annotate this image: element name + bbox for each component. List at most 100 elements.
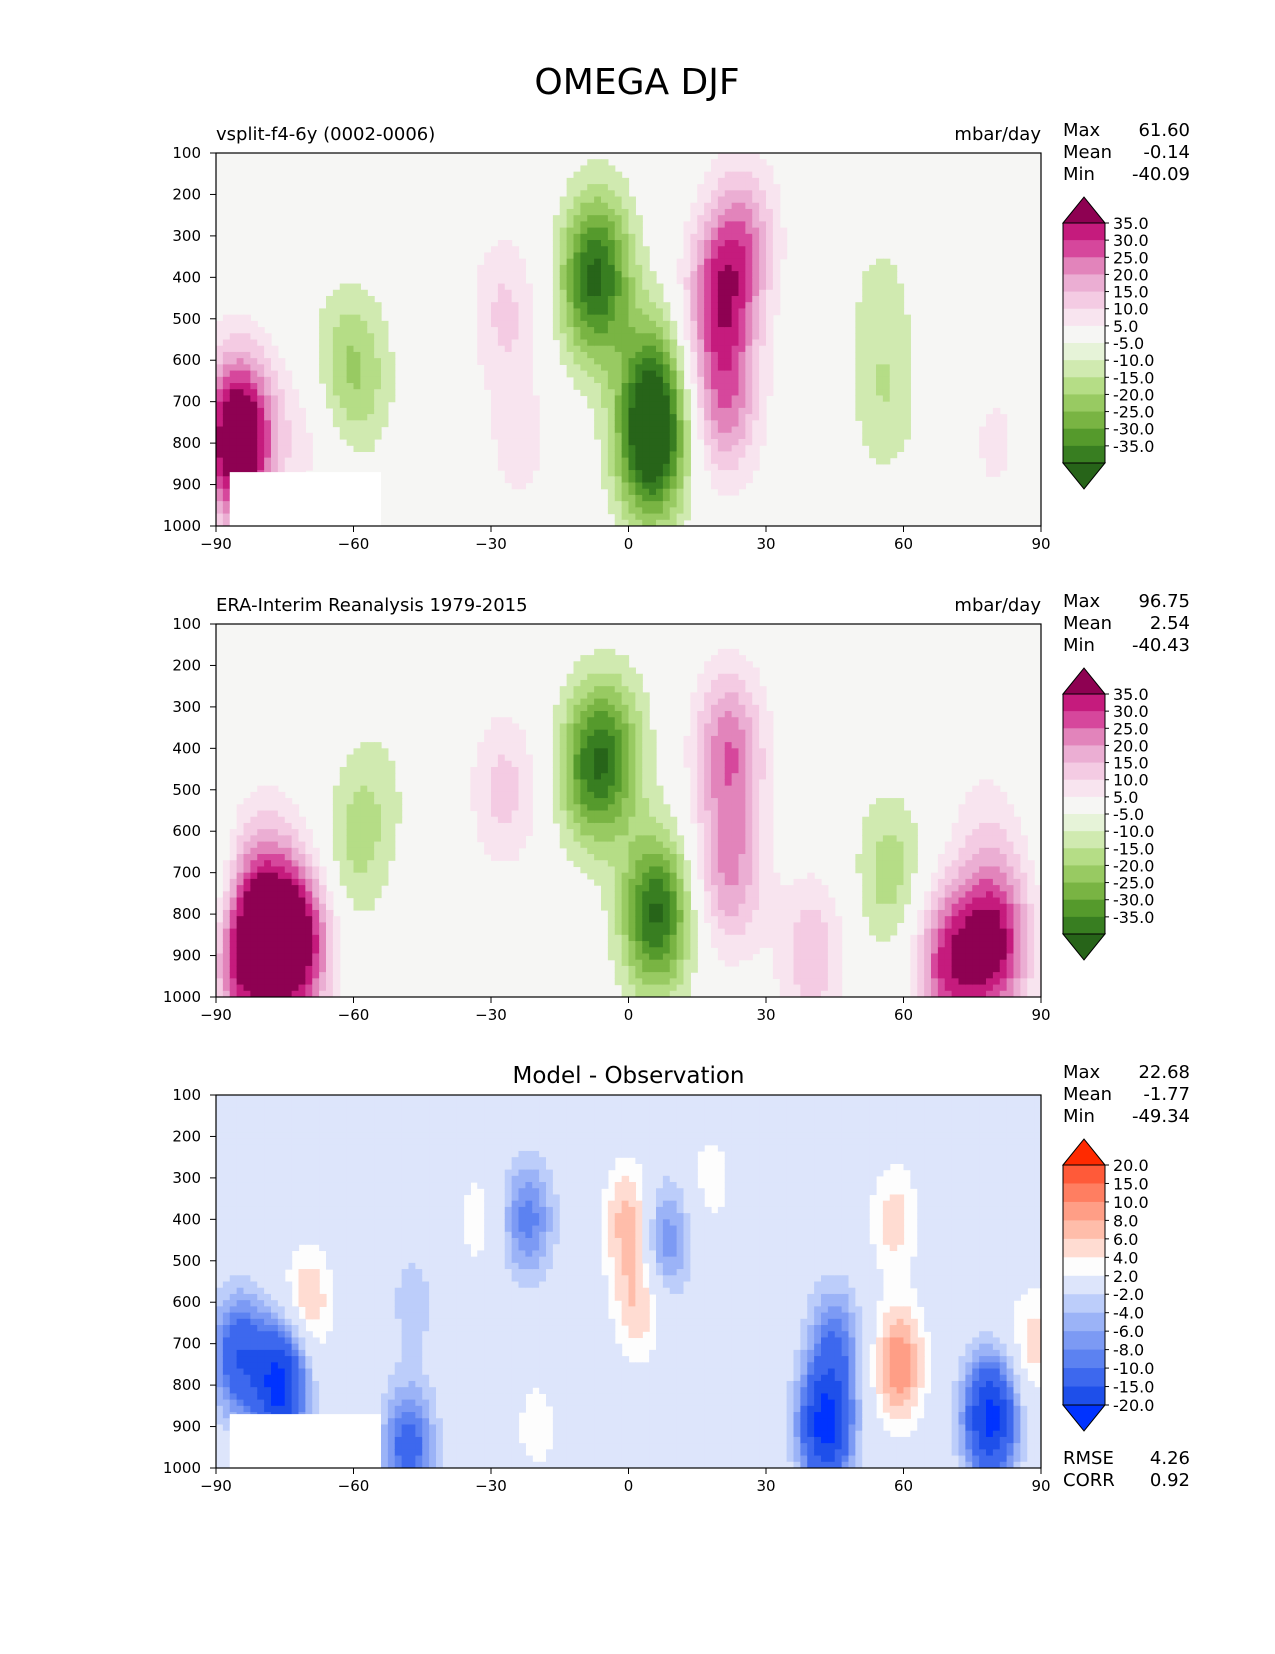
contour-cell (807, 929, 814, 936)
contour-cell (292, 947, 299, 954)
contour-cell (230, 978, 237, 985)
contour-cell (718, 680, 725, 687)
contour-cell (257, 910, 264, 917)
contour-cell (629, 748, 636, 755)
contour-cell (560, 228, 567, 235)
contour-cell (264, 371, 271, 378)
contour-cell (704, 748, 711, 755)
contour-cell (560, 234, 567, 241)
contour-cell (271, 445, 278, 452)
contour-cell (725, 879, 732, 886)
contour-cell (739, 767, 746, 774)
contour-cell (230, 891, 237, 898)
contour-cell (677, 860, 684, 867)
contour-cell (367, 389, 374, 396)
contour-cell (292, 891, 299, 898)
contour-cell (264, 835, 271, 842)
contour-cell (326, 966, 333, 973)
contour-cell (477, 321, 484, 328)
contour-cell (567, 786, 574, 793)
contour-cell (608, 860, 615, 867)
contour-cell (622, 773, 629, 780)
contour-cell (725, 340, 732, 347)
contour-cell (484, 736, 491, 743)
contour-cell (326, 296, 333, 303)
contour-cell (250, 910, 257, 917)
contour-cell (278, 885, 285, 892)
contour-cell (608, 259, 615, 266)
contour-cell (257, 960, 264, 967)
contour-cell (477, 829, 484, 836)
contour-cell (759, 922, 766, 929)
contour-cell (979, 445, 986, 452)
contour-cell (608, 184, 615, 191)
contour-cell (656, 482, 663, 489)
contour-cell (223, 383, 230, 390)
contour-cell (264, 904, 271, 911)
contour-cell (773, 209, 780, 216)
contour-cell (264, 953, 271, 960)
contour-cell (230, 835, 237, 842)
contour-cell (601, 661, 608, 668)
contour-cell (299, 854, 306, 861)
contour-cell (635, 929, 642, 936)
contour-cell (663, 333, 670, 340)
contour-cell (684, 402, 691, 409)
contour-cell (615, 352, 622, 359)
contour-cell (759, 252, 766, 259)
contour-cell (773, 910, 780, 917)
contour-cell (883, 408, 890, 415)
contour-cell (299, 953, 306, 960)
contour-cell (739, 271, 746, 278)
contour-cell (649, 898, 656, 905)
contour-cell (759, 767, 766, 774)
contour-cell (622, 215, 629, 222)
contour-cell (594, 165, 601, 172)
contour-cell (704, 333, 711, 340)
contour-cell (615, 730, 622, 737)
contour-cell (732, 866, 739, 873)
contour-cell (560, 773, 567, 780)
contour-cell (752, 929, 759, 936)
contour-cell (766, 246, 773, 253)
colorbar-band (1063, 446, 1105, 464)
contour-cell (594, 730, 601, 737)
contour-cell (622, 835, 629, 842)
contour-cell (519, 464, 526, 471)
contour-cell (271, 402, 278, 409)
contour-cell (649, 402, 656, 409)
contour-cell (670, 978, 677, 985)
contour-cell (739, 929, 746, 936)
contour-cell (704, 464, 711, 471)
contour-cell (635, 723, 642, 730)
contour-cell (725, 458, 732, 465)
contour-cell (745, 835, 752, 842)
contour-cell (484, 352, 491, 359)
contour-cell (512, 464, 519, 471)
contour-cell (629, 389, 636, 396)
contour-cell (904, 377, 911, 384)
contour-cell (250, 966, 257, 973)
contour-cell (739, 686, 746, 693)
contour-cell (904, 402, 911, 409)
contour-cell (725, 817, 732, 824)
contour-cell (230, 879, 237, 886)
contour-cell (649, 476, 656, 483)
contour-cell (257, 464, 264, 471)
contour-cell (615, 972, 622, 979)
contour-cell (374, 333, 381, 340)
contour-cell (567, 315, 574, 322)
contour-cell (780, 916, 787, 923)
contour-cell (780, 252, 787, 259)
contour-cell (354, 433, 361, 440)
contour-cell (491, 767, 498, 774)
contour-cell (347, 439, 354, 446)
contour-cell (732, 482, 739, 489)
contour-cell (890, 315, 897, 322)
contour-cell (883, 327, 890, 334)
contour-cell (264, 439, 271, 446)
contour-cell (629, 358, 636, 365)
contour-cell (766, 290, 773, 297)
contour-cell (560, 711, 567, 718)
contour-cell (622, 904, 629, 911)
